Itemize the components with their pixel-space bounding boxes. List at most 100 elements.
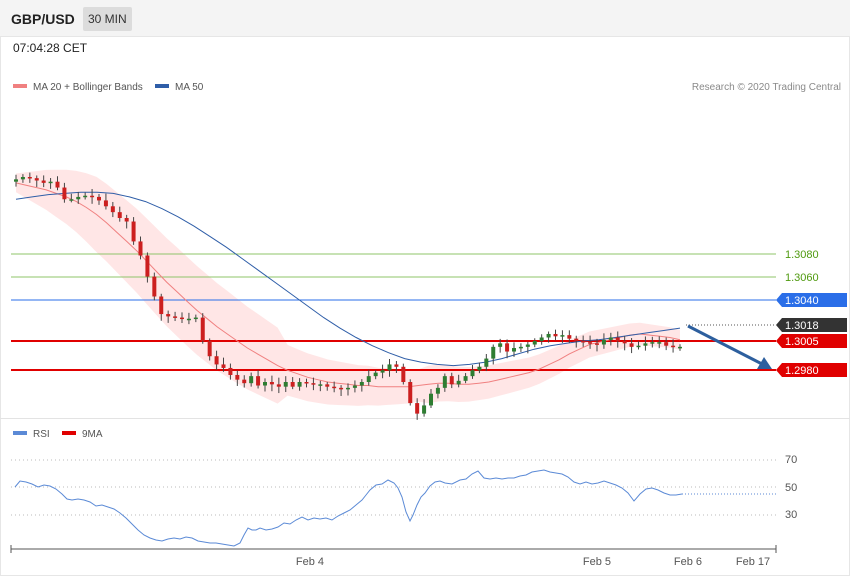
candle-body xyxy=(505,343,510,352)
support-label-1: 1.3005 xyxy=(785,336,819,348)
x-tick-feb5: Feb 5 xyxy=(583,556,611,568)
ma9-legend-label: 9MA xyxy=(82,429,103,440)
candle-body xyxy=(200,317,205,341)
candle-body xyxy=(601,339,606,345)
candle-body xyxy=(491,346,496,359)
candle-body xyxy=(408,382,413,404)
chart-frame xyxy=(0,36,850,576)
timeframe-button[interactable]: 30 MIN xyxy=(83,7,132,31)
chart-header: GBP/USD 30 MIN xyxy=(0,0,850,36)
ma50-legend-swatch xyxy=(155,84,169,88)
candle-body xyxy=(173,316,178,318)
candle-body xyxy=(117,212,122,218)
candle-body xyxy=(249,376,254,384)
candle-body xyxy=(352,385,357,388)
candles-group xyxy=(14,172,682,420)
candle-body xyxy=(615,337,620,341)
candle-body xyxy=(588,342,593,344)
candle-body xyxy=(110,206,115,213)
bollinger-band xyxy=(16,169,680,406)
candle-body xyxy=(55,181,60,188)
candle-body xyxy=(207,341,212,357)
candle-body xyxy=(318,384,323,386)
candle-body xyxy=(283,382,288,387)
support-tag-2 xyxy=(776,363,847,377)
candle-body xyxy=(159,296,164,315)
forecast-arrow-line xyxy=(687,324,763,366)
candle-body xyxy=(525,344,530,347)
candle-body xyxy=(429,393,433,406)
candle-body xyxy=(657,342,662,344)
x-tick-feb4: Feb 4 xyxy=(296,556,324,568)
candle-body xyxy=(484,358,489,367)
candle-body xyxy=(442,376,447,388)
last-price-label: 1.3018 xyxy=(785,320,819,332)
target-label-2: 1.3060 xyxy=(785,272,819,284)
candle-body xyxy=(366,376,371,382)
candle-body xyxy=(546,333,551,338)
candle-body xyxy=(394,364,399,367)
candle-body xyxy=(276,384,281,387)
candle-body xyxy=(664,342,669,346)
candle-body xyxy=(449,376,454,385)
candle-body xyxy=(34,178,39,181)
resistance-label: 1.3040 xyxy=(785,295,819,307)
candle-body xyxy=(512,348,516,352)
candle-body xyxy=(221,364,226,368)
candle-body xyxy=(48,181,53,184)
candle-body xyxy=(124,218,129,222)
candle-body xyxy=(145,255,150,277)
last-price-tag xyxy=(776,318,847,332)
candle-body xyxy=(643,343,648,346)
rsi-tick-30: 30 xyxy=(785,509,797,521)
candle-body xyxy=(539,337,544,341)
rsi-legend-swatch xyxy=(13,431,27,435)
candle-body xyxy=(83,195,88,198)
candle-body xyxy=(456,380,461,385)
candle-body xyxy=(62,187,67,200)
candle-body xyxy=(553,333,558,337)
candle-body xyxy=(263,382,267,386)
candle-body xyxy=(332,386,337,389)
candle-body xyxy=(131,221,136,242)
candle-body xyxy=(20,177,25,180)
candle-body xyxy=(359,382,364,386)
candle-body xyxy=(242,379,247,384)
candle-body xyxy=(103,200,108,207)
rsi-line xyxy=(14,469,683,547)
candle-body xyxy=(470,370,475,377)
candle-body xyxy=(401,366,406,382)
candle-body xyxy=(608,337,613,340)
candle-body xyxy=(387,364,392,371)
candle-body xyxy=(574,338,579,341)
candle-body xyxy=(477,366,482,371)
symbol-title: GBP/USD xyxy=(11,11,75,27)
candle-body xyxy=(193,317,198,320)
candle-body xyxy=(678,346,682,349)
target-label-1: 1.3080 xyxy=(785,249,819,261)
candle-body xyxy=(97,196,101,201)
candle-body xyxy=(138,241,143,256)
rsi-tick-70: 70 xyxy=(785,454,797,466)
candle-body xyxy=(27,177,32,179)
candle-body xyxy=(629,343,634,347)
candle-body xyxy=(498,343,503,347)
timestamp: 07:04:28 CET xyxy=(13,41,88,55)
candle-body xyxy=(166,314,171,317)
candle-body xyxy=(636,345,641,348)
candle-body xyxy=(76,196,81,200)
candle-body xyxy=(297,382,302,387)
candle-body xyxy=(339,387,344,390)
ma9-legend-swatch xyxy=(62,431,76,435)
candle-body xyxy=(415,403,420,414)
candle-body xyxy=(373,372,378,377)
candle-body xyxy=(269,382,274,385)
candle-body xyxy=(228,367,233,375)
candle-body xyxy=(650,342,655,344)
candle-body xyxy=(90,195,95,198)
candle-body xyxy=(325,384,330,387)
candle-body xyxy=(622,341,627,344)
candle-body xyxy=(435,387,440,394)
forecast-arrow-head-icon xyxy=(757,357,772,369)
